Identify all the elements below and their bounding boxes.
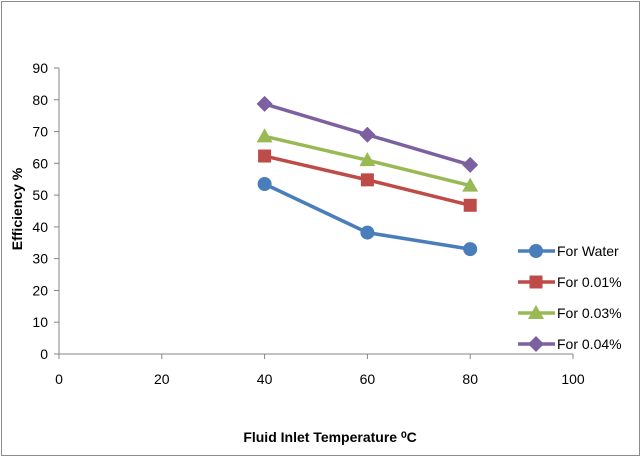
x-axis-ticks: 0 20 40 60 80 100 (55, 354, 585, 387)
legend-marker (528, 305, 544, 319)
data-point-marker (359, 126, 376, 143)
legend: For Water For 0.01% For 0.03% For 0.04% (518, 243, 622, 352)
series-2 (258, 149, 477, 212)
series-layer (256, 95, 479, 257)
x-tick-label: 20 (154, 371, 170, 387)
y-tick-label: 10 (32, 314, 48, 330)
legend-label: For 0.03% (557, 305, 622, 321)
legend-entry: For 0.04% (518, 336, 622, 352)
legend-entry: For 0.03% (518, 305, 622, 321)
legend-entry: For Water (518, 243, 619, 259)
legend-entry: For 0.01% (518, 274, 622, 290)
data-point-marker (257, 176, 272, 191)
x-axis-title: Fluid Inlet Temperature ⁰C (243, 429, 416, 445)
x-tick-label: 40 (257, 371, 273, 387)
y-tick-label: 90 (32, 60, 48, 76)
data-point-marker (258, 149, 272, 163)
y-tick-label: 30 (32, 251, 48, 267)
series-1 (257, 176, 478, 257)
data-point-marker (256, 95, 273, 112)
data-point-marker (360, 225, 375, 240)
data-point-marker (462, 177, 479, 192)
series-4 (256, 95, 479, 173)
y-tick-label: 80 (32, 92, 48, 108)
legend-label: For 0.04% (557, 336, 622, 352)
y-tick-label: 20 (32, 282, 48, 298)
legend-marker (528, 336, 544, 352)
data-point-marker (359, 152, 376, 167)
legend-marker (529, 275, 543, 289)
legend-label: For 0.01% (557, 274, 622, 290)
y-tick-label: 60 (32, 155, 48, 171)
y-tick-label: 40 (32, 219, 48, 235)
data-point-marker (256, 128, 273, 143)
y-tick-label: 0 (40, 346, 48, 362)
x-tick-label: 0 (55, 371, 63, 387)
x-tick-label: 60 (360, 371, 376, 387)
x-tick-label: 100 (561, 371, 585, 387)
y-axis-ticks: 0 10 20 30 40 50 60 70 80 90 (32, 60, 59, 362)
y-tick-label: 50 (32, 187, 48, 203)
series-3 (256, 128, 479, 192)
data-point-marker (360, 173, 374, 187)
y-tick-label: 70 (32, 124, 48, 140)
data-point-marker (463, 242, 478, 257)
legend-marker (529, 244, 543, 258)
x-tick-label: 80 (462, 371, 478, 387)
y-axis-title: Efficiency % (9, 167, 25, 250)
axes: 0 10 20 30 40 50 60 70 80 90 0 20 40 60 80 100 (32, 60, 584, 387)
data-point-marker (462, 156, 479, 173)
legend-label: For Water (557, 243, 619, 259)
data-point-marker (463, 198, 477, 212)
